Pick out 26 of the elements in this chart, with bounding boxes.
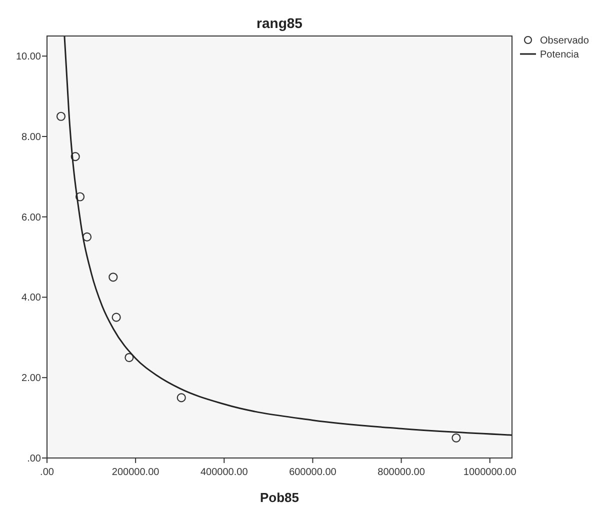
- point: [82, 232, 92, 242]
- x-tick-label: 800000.00: [378, 467, 426, 478]
- x-axis-title: Pob85: [260, 490, 300, 505]
- point: [56, 112, 66, 121]
- y-tick-label: .00: [27, 454, 42, 464]
- y-tick-label: 8.00: [22, 132, 42, 143]
- x-tick-label: .00: [40, 467, 54, 478]
- y-tick-label: 2.00: [22, 373, 42, 384]
- point: [108, 272, 118, 282]
- point: [176, 393, 186, 402]
- x-tick-label: 1000000.00: [463, 467, 517, 478]
- point: [112, 312, 121, 322]
- point: [75, 192, 85, 202]
- line-series: [64, 36, 512, 436]
- x-tick-label: 600000.00: [289, 467, 337, 478]
- x-tick-label: 200000.00: [112, 467, 160, 478]
- x-tick-label: 400000.00: [200, 467, 248, 478]
- point: [452, 433, 461, 442]
- chart-title: rang85: [256, 15, 303, 31]
- legend-label: Observado: [540, 36, 590, 46]
- y-tick-label: 6.00: [22, 212, 42, 224]
- point: [124, 352, 134, 362]
- y-tick-label: 4.00: [22, 292, 42, 304]
- legend-label: Potencia: [540, 50, 580, 60]
- y-tick-label: 10.00: [16, 52, 42, 63]
- point: [70, 152, 80, 162]
